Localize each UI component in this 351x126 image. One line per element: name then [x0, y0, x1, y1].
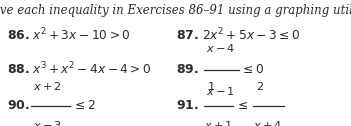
Text: $x^3 + x^2 - 4x - 4 > 0$: $x^3 + x^2 - 4x - 4 > 0$ — [32, 61, 151, 78]
Text: $x + 1$: $x + 1$ — [204, 119, 233, 126]
Text: $\mathbf{90.}$: $\mathbf{90.}$ — [7, 99, 30, 112]
Text: $\mathbf{86.}$: $\mathbf{86.}$ — [7, 29, 30, 42]
Text: $\leq$: $\leq$ — [235, 99, 249, 112]
Text: $x^2 + 3x - 10 > 0$: $x^2 + 3x - 10 > 0$ — [32, 27, 130, 44]
Text: $\leq 0$: $\leq 0$ — [240, 63, 264, 76]
Text: $2x^2 + 5x - 3 \leq 0$: $2x^2 + 5x - 3 \leq 0$ — [202, 27, 300, 44]
Text: $x - 4$: $x - 4$ — [206, 42, 236, 54]
Text: $x + 4$: $x + 4$ — [253, 119, 283, 126]
Text: $x - 1$: $x - 1$ — [206, 85, 235, 97]
Text: $x + 2$: $x + 2$ — [33, 80, 62, 92]
Text: $\mathbf{91.}$: $\mathbf{91.}$ — [176, 99, 198, 112]
Text: $\mathbf{87.}$: $\mathbf{87.}$ — [176, 29, 198, 42]
Text: $1$: $1$ — [207, 80, 215, 92]
Text: $\mathbf{88.}$: $\mathbf{88.}$ — [7, 63, 30, 76]
Text: $\mathbf{89.}$: $\mathbf{89.}$ — [176, 63, 198, 76]
Text: $x - 3$: $x - 3$ — [33, 119, 63, 126]
Text: $\leq 2$: $\leq 2$ — [72, 99, 95, 112]
Text: Solve each inequality in Exercises 86–91 using a graphing utility.: Solve each inequality in Exercises 86–91… — [0, 4, 351, 17]
Text: $2$: $2$ — [256, 80, 264, 92]
